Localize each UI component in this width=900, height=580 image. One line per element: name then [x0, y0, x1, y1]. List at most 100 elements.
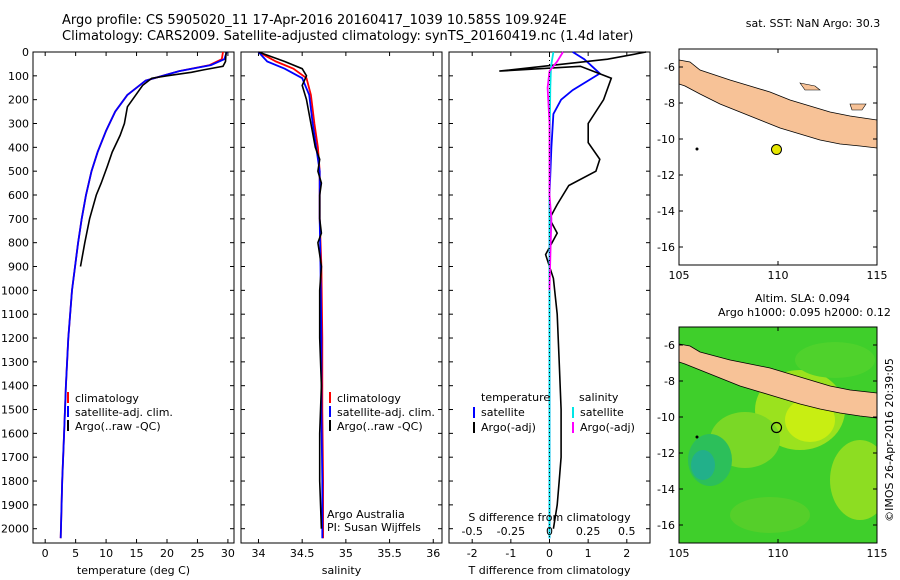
map-x-tick-label: 115 — [867, 269, 888, 282]
y-tick-label: 1600 — [1, 427, 29, 440]
map-x-tick-label: 105 — [669, 547, 690, 560]
series-line-argoadj — [499, 51, 647, 529]
y-tick-label: 700 — [8, 213, 29, 226]
map-y-tick-label: -14 — [657, 205, 675, 218]
sst-map-label: sat. SST: NaN Argo: 30.3 — [746, 17, 880, 30]
y-tick-label: 500 — [8, 165, 29, 178]
map-y-tick-label: -8 — [664, 97, 675, 110]
map-y-tick-label: -10 — [657, 411, 675, 424]
x-tick-label: 15 — [130, 547, 144, 560]
profile-title: Argo profile: CS 5905020_11 17-Apr-2016 … — [62, 13, 567, 28]
x-tick-label: 34 — [251, 547, 265, 560]
x-tick-label: 35 — [339, 547, 353, 560]
x-tick-label: -1 — [505, 547, 516, 560]
top-s-tick-label: -0.25 — [497, 525, 525, 538]
y-tick-label: 200 — [8, 94, 29, 107]
legend-label: satellite — [580, 406, 624, 419]
map-y-tick-label: -6 — [664, 61, 675, 74]
map-x-tick-label: 115 — [867, 547, 888, 560]
series-line-climatology — [59, 51, 224, 539]
x-tick-label: 30 — [221, 547, 235, 560]
y-tick-label: 1500 — [1, 404, 29, 417]
map-y-tick-label: -16 — [657, 519, 675, 532]
x-tick-label: 35.5 — [377, 547, 402, 560]
top-s-tick-label: 0.25 — [576, 525, 601, 538]
series-line-satelliteadjclim — [59, 51, 228, 539]
y-tick-label: 1200 — [1, 332, 29, 345]
series-line-argoadj — [546, 51, 564, 291]
x-tick-label: 36 — [426, 547, 440, 560]
legend-label: Argo(..raw -QC) — [75, 420, 161, 433]
top-s-tick-label: 0 — [546, 525, 553, 538]
top-axis-label: S difference from climatology — [468, 511, 631, 524]
map-y-tick-label: -12 — [657, 447, 675, 460]
x-tick-label: 5 — [72, 547, 79, 560]
y-tick-label: 1700 — [1, 451, 29, 464]
y-tick-label: 1900 — [1, 499, 29, 512]
map-x-tick-label: 105 — [669, 269, 690, 282]
x-tick-label: 20 — [160, 547, 174, 560]
y-tick-label: 600 — [8, 189, 29, 202]
x-tick-label: 2 — [623, 547, 630, 560]
y-tick-label: 2000 — [1, 523, 29, 536]
x-axis-label: temperature (deg C) — [77, 564, 190, 577]
legend-label: Argo(-adj) — [481, 421, 536, 434]
annotation-pi: PI: Susan Wijffels — [327, 521, 421, 534]
legend-label: satellite — [481, 406, 525, 419]
x-tick-label: 0 — [546, 547, 553, 560]
sla-argo-label: Argo h1000: 0.095 h2000: 0.12 — [718, 306, 891, 319]
y-tick-label: 800 — [8, 237, 29, 250]
y-tick-label: 1800 — [1, 475, 29, 488]
profile-location-marker — [770, 421, 783, 434]
y-tick-label: 1400 — [1, 380, 29, 393]
sst-map — [679, 49, 877, 265]
map-y-tick-label: -12 — [657, 169, 675, 182]
series-line-argorawqc — [258, 51, 323, 529]
legend-label: Argo(-adj) — [580, 421, 635, 434]
sla-label: Altim. SLA: 0.094 — [755, 292, 850, 305]
credit-text: ©IMOS 26-Apr-2016 20:39:05 — [883, 358, 896, 522]
map-y-tick-label: -6 — [664, 339, 675, 352]
legend-label: satellite-adj. clim. — [337, 406, 435, 419]
x-tick-label: 10 — [99, 547, 113, 560]
x-tick-label: -2 — [467, 547, 478, 560]
top-s-tick-label: -0.5 — [461, 525, 482, 538]
y-tick-label: 1100 — [1, 308, 29, 321]
series-line-satellite — [548, 51, 602, 539]
legend-salinity-title: salinity — [579, 391, 619, 404]
x-tick-label: 0 — [42, 547, 49, 560]
x-axis-label: salinity — [322, 564, 362, 577]
series-line-satelliteadjclim — [257, 51, 324, 539]
temperature-frame — [32, 51, 235, 544]
sla-map — [679, 327, 877, 543]
legend-label: Argo(..raw -QC) — [337, 420, 423, 433]
y-tick-label: 1000 — [1, 284, 29, 297]
map-y-tick-label: -10 — [657, 133, 675, 146]
y-tick-label: 900 — [8, 261, 29, 274]
y-tick-label: 100 — [8, 70, 29, 83]
salinity-frame — [240, 51, 443, 544]
y-tick-label: 1300 — [1, 356, 29, 369]
profile-location-marker — [770, 144, 782, 156]
java-land-sla — [679, 343, 877, 419]
series-line-argorawqc — [79, 51, 227, 267]
y-tick-label: 0 — [22, 46, 29, 59]
legend-temperature-title: temperature — [481, 391, 550, 404]
java-land — [679, 59, 877, 149]
x-axis-label: T difference from climatology — [468, 564, 631, 577]
annotation-argo-australia: Argo Australia — [327, 508, 405, 521]
climatology-title: Climatology: CARS2009. Satellite-adjuste… — [62, 29, 634, 44]
map-y-tick-label: -16 — [657, 241, 675, 254]
x-tick-label: 1 — [585, 547, 592, 560]
map-x-tick-label: 110 — [768, 269, 789, 282]
top-s-tick-label: 0.5 — [618, 525, 636, 538]
y-tick-label: 400 — [8, 141, 29, 154]
legend-label: climatology — [75, 392, 139, 405]
x-tick-label: 34.5 — [290, 547, 315, 560]
y-tick-label: 300 — [8, 118, 29, 131]
legend-label: satellite-adj. clim. — [75, 406, 173, 419]
legend-label: climatology — [337, 392, 401, 405]
map-y-tick-label: -8 — [664, 375, 675, 388]
x-tick-label: 25 — [190, 547, 204, 560]
